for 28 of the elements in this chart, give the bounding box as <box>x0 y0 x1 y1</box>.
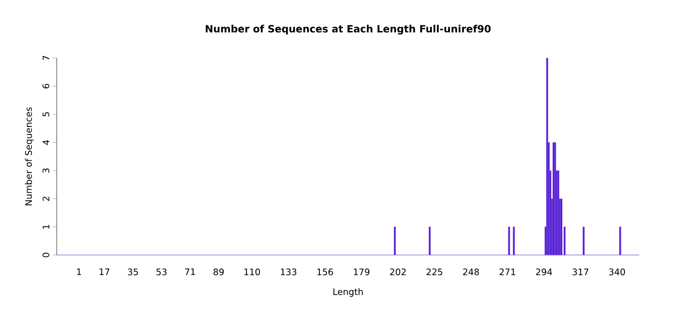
y-axis-title: Number of Sequences <box>24 107 34 206</box>
y-tick-label: 1 <box>42 224 50 229</box>
x-axis-title: Length <box>333 288 363 297</box>
x-tick-label: 110 <box>244 268 260 276</box>
x-tick-label: 156 <box>317 268 333 276</box>
y-tick-label: 3 <box>42 168 50 173</box>
x-tick-label: 35 <box>128 268 138 276</box>
x-tick-label: 225 <box>426 268 442 276</box>
x-tick-label: 17 <box>100 268 110 276</box>
x-tick-label: 248 <box>463 268 479 276</box>
x-tick-label: 89 <box>214 268 224 276</box>
x-tick-label: 71 <box>185 268 195 276</box>
y-tick-label: 2 <box>42 196 50 201</box>
y-tick-label: 4 <box>42 140 50 145</box>
x-tick-label: 317 <box>572 268 588 276</box>
x-tick-label: 340 <box>609 268 625 276</box>
y-tick-label: 0 <box>42 252 50 258</box>
chart-title: Number of Sequences at Each Length Full-uniref90 <box>206 24 491 35</box>
y-tick-label: 6 <box>42 84 50 88</box>
x-tick-label: 179 <box>354 268 370 276</box>
x-tick-label: 202 <box>390 268 406 276</box>
x-tick-label: 1 <box>77 268 82 276</box>
y-tick-label: 5 <box>42 112 50 116</box>
x-tick-label: 294 <box>536 268 552 276</box>
y-tick-label: 7 <box>42 56 50 60</box>
x-tick-label: 53 <box>156 268 167 276</box>
x-tick-label: 133 <box>280 268 296 276</box>
x-tick-label: 271 <box>500 268 516 276</box>
